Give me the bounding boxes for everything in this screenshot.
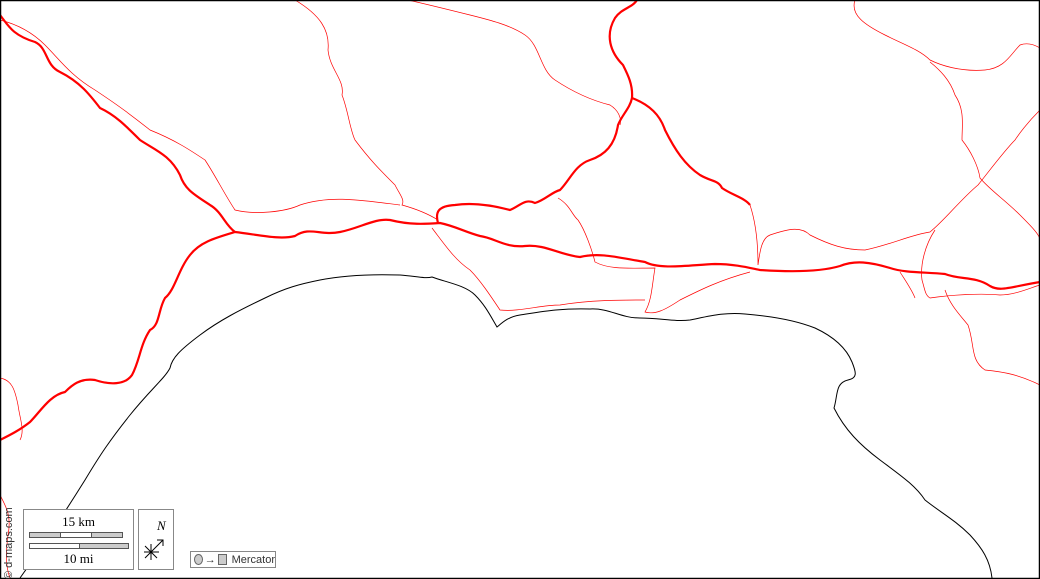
scale-km-label: 15 km [62, 514, 95, 529]
minor-road [0, 494, 11, 579]
projection-arrow: → [204, 553, 216, 566]
projection-legend: → Mercator [190, 551, 276, 568]
major-road [0, 14, 238, 441]
flat-map-icon [217, 554, 227, 565]
scale-bar: 15 km 10 mi [23, 509, 134, 570]
major-road [234, 218, 1040, 290]
scale-km-segment [29, 532, 61, 538]
major-road [435, 0, 638, 224]
minor-road [944, 289, 1040, 386]
minor-road [0, 19, 401, 213]
scale-km-segment [91, 532, 123, 538]
north-label: N [157, 518, 166, 533]
scale-mi-segment [29, 543, 80, 549]
minor-road [853, 0, 1040, 71]
major-roads [0, 0, 1040, 441]
minor-road [749, 109, 1040, 266]
compass-icon [144, 539, 164, 560]
scale-mi-label: 10 mi [63, 551, 94, 566]
projection-label: Mercator [231, 553, 275, 566]
copyright-credit: © d-maps.com [3, 507, 15, 579]
scale-mi-segment [79, 543, 129, 549]
scale-km-segment [60, 532, 92, 538]
minor-road [899, 271, 916, 299]
minor-road [431, 227, 646, 311]
minor-road [0, 377, 23, 441]
minor-road [557, 197, 751, 314]
minor-road [294, 0, 439, 221]
minor-road [407, 0, 621, 126]
north-arrow: N [138, 509, 174, 570]
major-road [631, 96, 751, 206]
globe-icon [194, 554, 203, 565]
minor-road [921, 229, 1040, 299]
minor-road [929, 61, 1040, 241]
coastline [19, 274, 993, 579]
